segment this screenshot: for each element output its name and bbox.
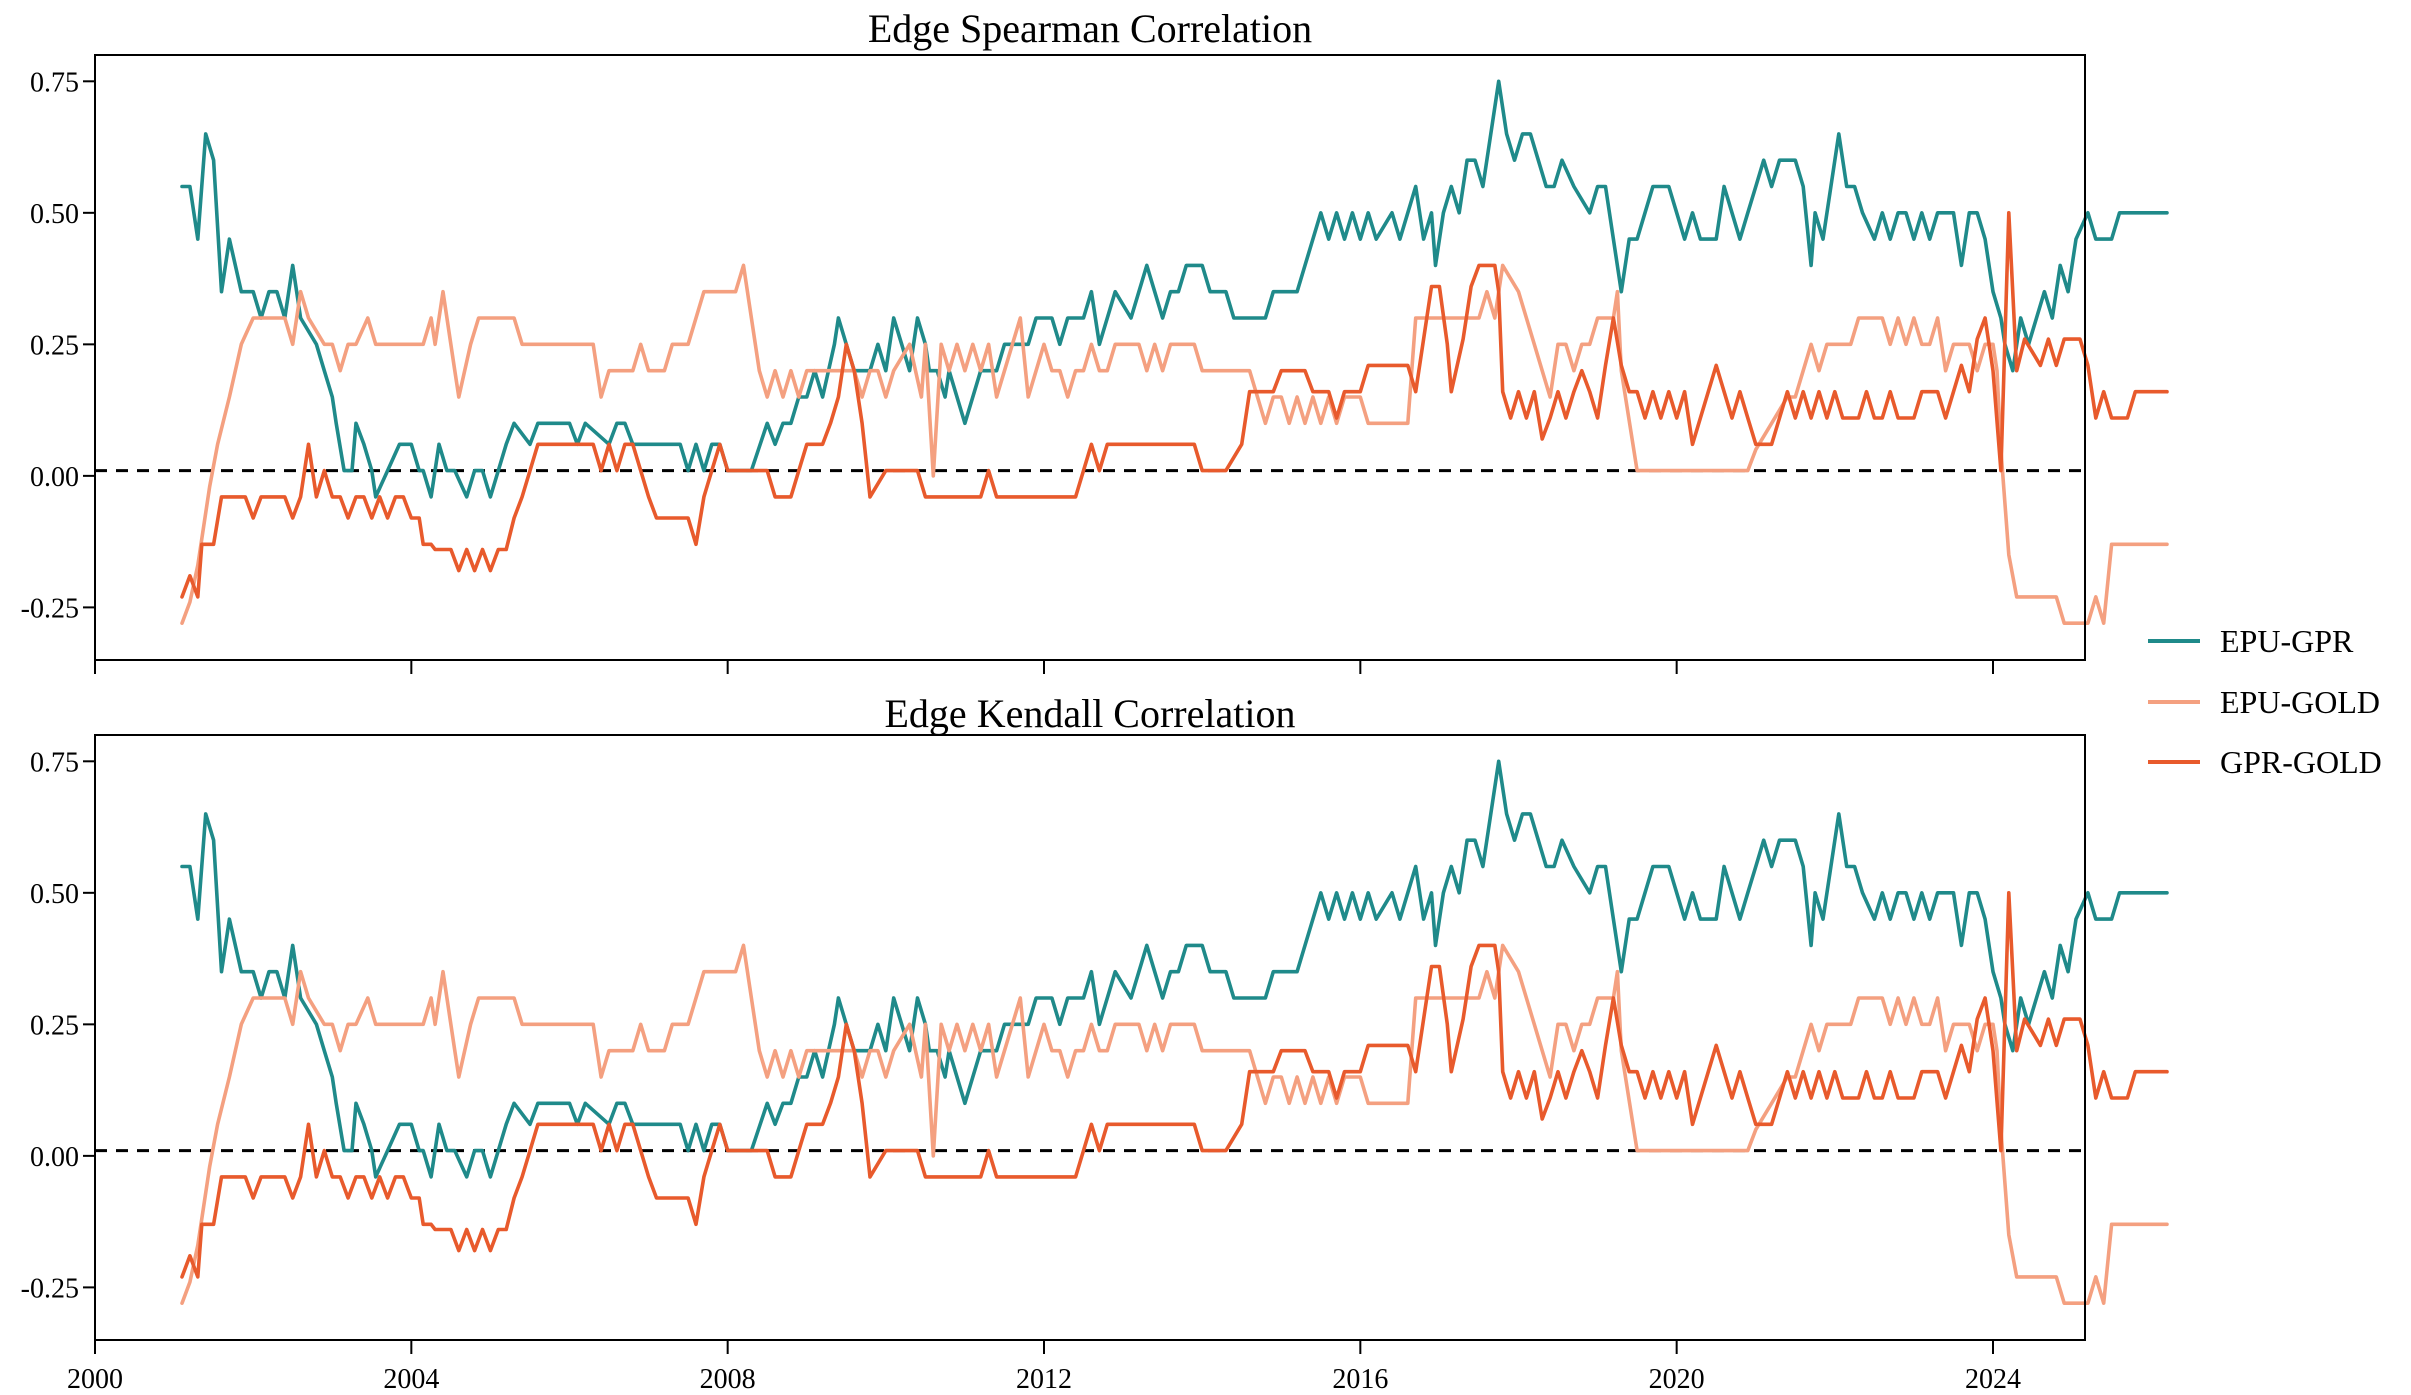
spearman-y-tick-label: 0.00 xyxy=(30,462,79,493)
kendall-y-tick-label: 0.75 xyxy=(30,747,79,778)
spearman-y-tick-label: -0.25 xyxy=(21,593,79,624)
kendall-series-epu-gpr xyxy=(180,759,2169,1179)
legend-label-epu-gold: EPU-GOLD xyxy=(2220,684,2380,720)
kendall-y-tick-label: 0.25 xyxy=(30,1010,79,1041)
spearman-chart-title: Edge Spearman Correlation xyxy=(868,6,1312,51)
legend: EPU-GPR EPU-GOLD GPR-GOLD xyxy=(2148,623,2382,780)
spearman-plot-frame xyxy=(94,54,2086,661)
kendall-chart-title: Edge Kendall Correlation xyxy=(885,691,1296,736)
kendall-series-gpr-gold xyxy=(180,891,2169,1279)
kendall-x-tick-label: 2000 xyxy=(67,1364,123,1395)
spearman-panel: Edge Spearman Correlation -0.25 0.00 0.25 0.… xyxy=(21,6,2169,674)
legend-label-epu-gpr: EPU-GPR xyxy=(2220,623,2354,659)
kendall-x-tick-label: 2024 xyxy=(1965,1364,2021,1395)
kendall-panel: Edge Kendall Correlation -0.25 0.00 0.25 0.5… xyxy=(21,691,2169,1395)
kendall-x-tick-label: 2016 xyxy=(1332,1364,1388,1395)
kendall-x-tick-label: 2008 xyxy=(700,1364,756,1395)
spearman-y-tick-label: 0.25 xyxy=(30,330,79,361)
kendall-x-tick-label: 2012 xyxy=(1016,1364,1072,1395)
kendall-y-tick-label: 0.00 xyxy=(30,1142,79,1173)
kendall-x-tick-label: 2020 xyxy=(1649,1364,1705,1395)
kendall-x-tick-label: 2004 xyxy=(383,1364,439,1395)
spearman-series-epu-gpr xyxy=(180,79,2169,499)
kendall-y-tick-label: 0.50 xyxy=(30,879,79,910)
kendall-y-tick-label: -0.25 xyxy=(21,1273,79,1304)
kendall-plot-frame xyxy=(94,734,2086,1341)
legend-label-gpr-gold: GPR-GOLD xyxy=(2220,744,2382,780)
spearman-series-epu-gold xyxy=(180,263,2169,625)
kendall-series-epu-gold xyxy=(180,943,2169,1305)
spearman-series-gpr-gold xyxy=(180,211,2169,599)
spearman-y-tick-label: 0.50 xyxy=(30,199,79,230)
spearman-y-tick-label: 0.75 xyxy=(30,67,79,98)
